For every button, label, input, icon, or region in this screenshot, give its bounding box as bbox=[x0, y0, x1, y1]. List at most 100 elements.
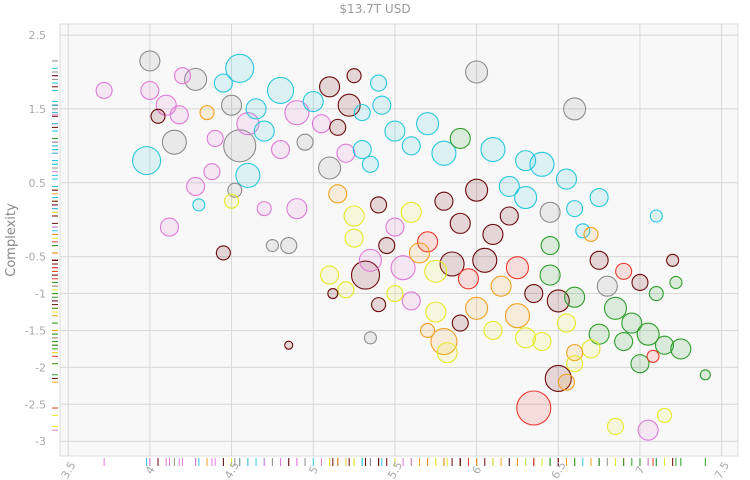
x-tick-label: 7.5 bbox=[712, 459, 732, 480]
data-point bbox=[353, 104, 371, 122]
data-point bbox=[472, 247, 498, 273]
x-rug bbox=[103, 458, 706, 466]
y-tick-label: -1 bbox=[35, 288, 46, 301]
y-tick-label: -3 bbox=[35, 435, 46, 448]
y-tick-label: 0.5 bbox=[29, 177, 47, 190]
data-point bbox=[372, 95, 392, 115]
data-point bbox=[654, 335, 675, 355]
data-point bbox=[256, 201, 272, 217]
data-points bbox=[95, 50, 711, 441]
data-point bbox=[499, 206, 519, 226]
data-point bbox=[424, 259, 448, 283]
data-point bbox=[384, 120, 406, 142]
data-point bbox=[267, 76, 295, 105]
y-tick-label: 2.5 bbox=[29, 29, 47, 42]
data-point bbox=[302, 90, 324, 113]
data-point bbox=[350, 260, 381, 290]
data-point bbox=[583, 226, 599, 243]
data-point bbox=[555, 168, 578, 190]
data-point bbox=[284, 340, 294, 350]
data-point bbox=[490, 275, 512, 297]
data-point bbox=[670, 338, 692, 360]
data-point bbox=[329, 118, 347, 136]
data-point bbox=[636, 322, 660, 346]
data-point bbox=[449, 212, 471, 234]
data-point bbox=[320, 265, 340, 285]
data-point bbox=[401, 136, 421, 156]
data-point bbox=[186, 176, 206, 197]
data-point bbox=[385, 217, 405, 237]
data-point bbox=[346, 68, 362, 84]
data-point bbox=[286, 198, 308, 220]
data-point bbox=[529, 151, 555, 177]
data-point bbox=[225, 53, 255, 83]
plot-area bbox=[59, 23, 739, 457]
data-point bbox=[416, 112, 440, 136]
y-tick-label: -0.5 bbox=[25, 251, 46, 264]
x-tick-label: 3.5 bbox=[59, 459, 79, 480]
data-point bbox=[361, 155, 379, 173]
data-point bbox=[540, 235, 560, 256]
data-point bbox=[220, 94, 243, 116]
data-point bbox=[436, 342, 458, 364]
data-point bbox=[370, 74, 388, 92]
data-point bbox=[213, 73, 233, 93]
data-point bbox=[575, 223, 591, 239]
data-point bbox=[439, 251, 465, 277]
data-point bbox=[648, 285, 664, 302]
data-point bbox=[199, 105, 215, 121]
data-point bbox=[630, 354, 650, 374]
data-point bbox=[596, 275, 618, 297]
data-point bbox=[504, 303, 530, 329]
data-point bbox=[336, 143, 356, 163]
data-point bbox=[227, 182, 243, 198]
data-point bbox=[390, 255, 416, 281]
data-point bbox=[417, 231, 439, 253]
data-point bbox=[516, 390, 552, 426]
data-point bbox=[603, 296, 628, 320]
data-point bbox=[327, 287, 339, 300]
data-point bbox=[621, 312, 643, 334]
data-point bbox=[408, 242, 430, 264]
data-point bbox=[284, 100, 310, 126]
data-point bbox=[505, 256, 529, 280]
data-point bbox=[280, 236, 298, 255]
data-point bbox=[656, 407, 673, 423]
y-tick-label: -2 bbox=[35, 361, 46, 374]
data-point bbox=[235, 162, 261, 188]
data-point bbox=[386, 284, 404, 303]
data-point bbox=[343, 205, 365, 227]
data-point bbox=[139, 50, 161, 72]
data-point bbox=[449, 127, 471, 150]
data-point bbox=[649, 209, 663, 223]
y-rug bbox=[52, 60, 58, 431]
data-point bbox=[532, 331, 552, 352]
data-point bbox=[344, 228, 364, 248]
data-point bbox=[420, 322, 436, 339]
data-point bbox=[328, 184, 348, 204]
data-point bbox=[296, 133, 314, 151]
data-point bbox=[206, 129, 224, 148]
data-point bbox=[223, 129, 257, 163]
data-point bbox=[173, 67, 192, 85]
data-point bbox=[669, 275, 683, 290]
data-point bbox=[557, 373, 576, 391]
data-point bbox=[465, 296, 489, 320]
data-point bbox=[465, 60, 489, 84]
x-tick-label: 6.5 bbox=[549, 459, 569, 480]
data-point bbox=[169, 105, 189, 125]
data-point bbox=[245, 98, 267, 120]
data-point bbox=[563, 97, 587, 121]
data-point bbox=[482, 223, 504, 246]
data-point bbox=[637, 419, 659, 441]
data-point bbox=[265, 238, 279, 253]
y-tick-label: -1.5 bbox=[25, 324, 46, 337]
data-point bbox=[425, 301, 447, 323]
data-point bbox=[539, 264, 561, 286]
chart-title: $13.7T USD bbox=[339, 2, 410, 16]
y-axis-label: Complexity bbox=[4, 203, 19, 277]
data-point bbox=[161, 129, 187, 155]
data-point bbox=[514, 185, 538, 210]
data-point bbox=[480, 136, 506, 163]
